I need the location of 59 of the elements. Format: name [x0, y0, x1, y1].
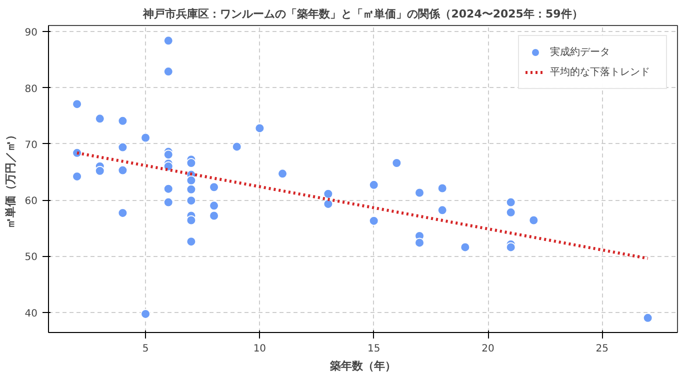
point — [437, 205, 448, 216]
point — [209, 200, 220, 211]
y-tick-label: 70 — [24, 140, 38, 151]
point — [186, 215, 196, 226]
point — [186, 196, 196, 206]
y-tick-label: 50 — [24, 252, 38, 264]
point — [506, 242, 516, 252]
point — [506, 197, 516, 208]
point — [118, 116, 128, 126]
chart-title: 神戸市兵庫区：ワンルームの「築年数」と「㎡単価」の関係（2024〜2025年：59件） — [142, 8, 583, 20]
point — [392, 158, 402, 168]
point — [323, 198, 334, 209]
point — [94, 114, 105, 124]
point — [254, 123, 265, 134]
point — [437, 183, 448, 194]
point — [163, 150, 174, 160]
point — [414, 188, 425, 198]
point — [368, 216, 379, 226]
point — [323, 188, 334, 199]
point — [232, 142, 242, 152]
y-tick-label: 80 — [24, 84, 38, 95]
point — [186, 236, 196, 247]
x-tick-label: 25 — [596, 344, 609, 354]
point — [414, 238, 425, 248]
y-axis-title: ㎡単価（万円／㎡） — [4, 130, 17, 228]
x-tick-label: 20 — [482, 344, 494, 354]
legend-label: 実成約データ — [550, 46, 611, 59]
y-tick-label: 60 — [24, 196, 38, 208]
x-axis-title: 築年数（年） — [329, 360, 396, 372]
x-tick-label: 15 — [367, 344, 380, 354]
point — [72, 99, 82, 110]
point — [163, 197, 174, 208]
point — [186, 158, 196, 168]
x-tick-label: 10 — [253, 344, 266, 354]
x-tick-label: 5 — [142, 344, 149, 354]
point — [186, 175, 196, 186]
point — [368, 180, 379, 190]
point — [163, 36, 174, 46]
point — [209, 210, 220, 221]
point — [163, 66, 174, 77]
point — [94, 166, 105, 176]
point — [460, 242, 470, 252]
legend-label: 平均的な下落トレンド — [550, 66, 651, 79]
point — [118, 165, 128, 176]
point — [209, 182, 220, 192]
point — [140, 132, 151, 143]
y-tick-label: 90 — [24, 28, 38, 39]
point — [118, 208, 128, 218]
point — [506, 207, 516, 218]
point — [72, 171, 82, 182]
point — [186, 184, 196, 194]
point — [278, 168, 288, 179]
point — [118, 142, 128, 152]
point — [163, 184, 174, 194]
point — [72, 148, 82, 158]
point — [642, 312, 653, 323]
point — [140, 308, 151, 319]
point — [528, 215, 539, 226]
y-tick-label: 40 — [24, 308, 38, 320]
